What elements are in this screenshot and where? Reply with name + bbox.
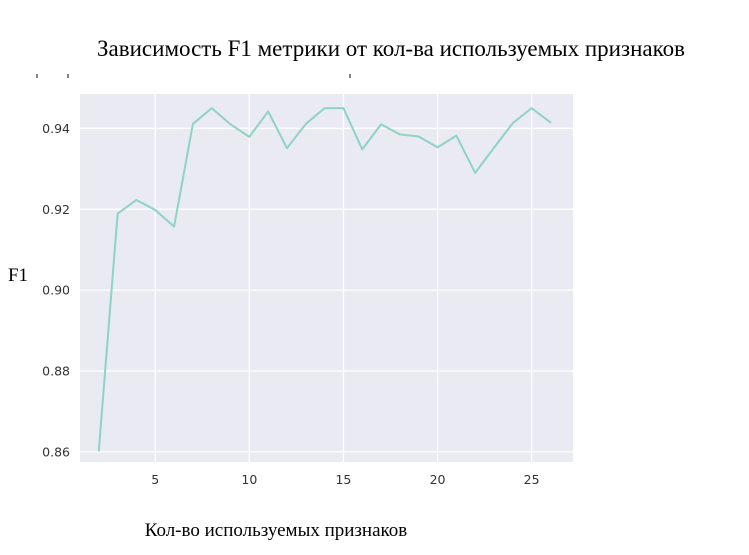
tick-labels: 5 10 15 20 25 0.86 0.88 0.90 0.92 0.94 <box>42 121 539 487</box>
chart-title: Зависимость F1 метрики от кол-ва использ… <box>97 36 685 61</box>
y-tick-label: 0.92 <box>42 202 70 217</box>
grid <box>80 94 573 462</box>
y-axis-label: F1 <box>8 265 28 286</box>
y-tick-label: 0.88 <box>42 364 70 379</box>
series-line <box>97 107 552 452</box>
plot-area <box>80 94 573 462</box>
y-tick-label: 0.90 <box>42 283 70 298</box>
y-tick-label: 0.94 <box>42 121 70 136</box>
series-layer <box>97 107 552 452</box>
x-tick-label: 10 <box>241 472 257 487</box>
y-tick-label: 0.86 <box>42 444 70 459</box>
x-tick-label: 15 <box>335 472 351 487</box>
x-tick-label: 5 <box>151 472 159 487</box>
x-axis-label: Кол-во используемых признаков <box>145 520 408 541</box>
x-tick-label: 25 <box>524 472 540 487</box>
x-tick-label: 20 <box>430 472 446 487</box>
